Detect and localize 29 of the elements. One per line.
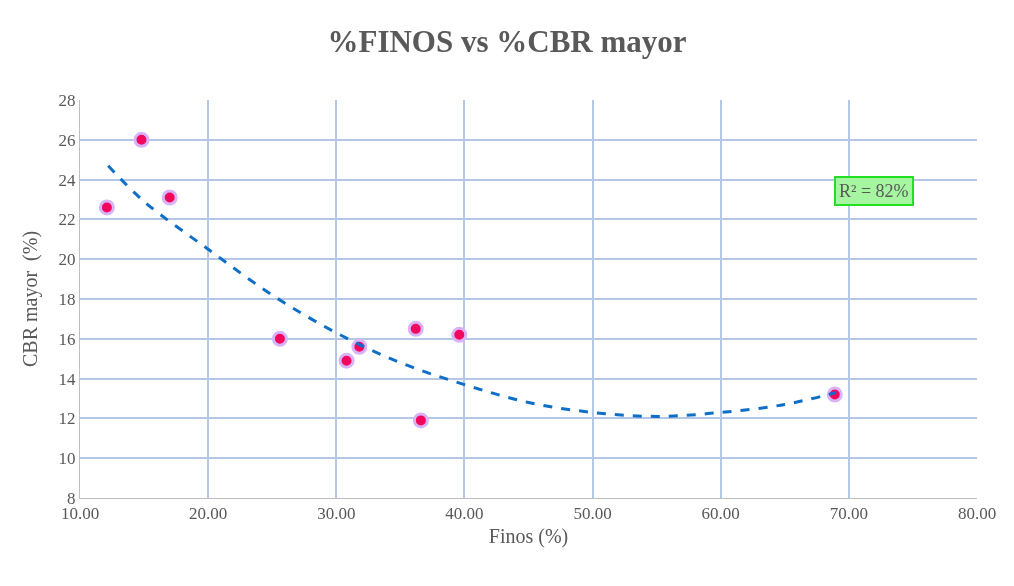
y-tick-label: 28 [58,90,76,110]
y-tick-label: 22 [58,210,76,230]
y-axis-title: CBR mayor (%) [19,230,43,368]
y-tick-label: 12 [58,409,76,429]
x-tick-label: 20.00 [189,504,228,524]
annotation: R² = 82% [839,181,909,201]
point [133,131,150,148]
y-tick-label: 14 [58,369,77,389]
y-tick-label: 10 [58,449,76,469]
y-tick-label: 20 [58,250,76,270]
point [451,326,468,343]
point [407,320,424,337]
point [271,330,288,347]
x-tick-label: 60.00 [701,504,740,524]
x-tick-label: 50.00 [573,504,612,524]
x-tick-label: 80.00 [957,504,997,524]
x-tick-label: 70.00 [829,504,868,524]
chart-title: %FINOS vs %CBR mayor [327,23,687,59]
y-tick-label: 16 [58,329,76,349]
x-tick-label: 30.00 [317,504,356,524]
point [338,352,355,369]
point [412,412,429,429]
y-tick-label: 24 [58,170,77,190]
y-tick-label: 26 [58,130,76,150]
x-axis-title: Finos (%) [488,524,569,548]
x-tick-label: 40.00 [445,504,484,524]
y-tick-label: 18 [58,289,76,309]
point [161,189,178,206]
point [98,199,115,216]
